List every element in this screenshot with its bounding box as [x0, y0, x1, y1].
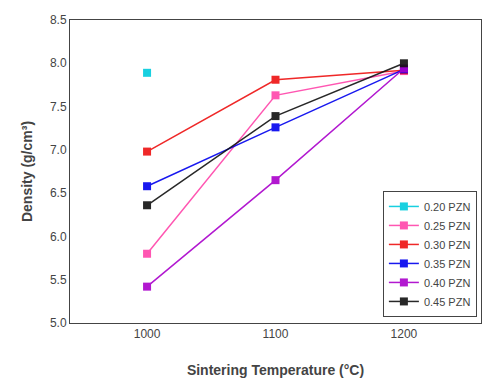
- svg-text:6.0: 6.0: [50, 230, 67, 244]
- svg-text:8.5: 8.5: [50, 13, 67, 27]
- svg-text:Sintering Temperature (°C): Sintering Temperature (°C): [187, 362, 364, 378]
- svg-text:1100: 1100: [263, 327, 289, 341]
- svg-text:0.25 PZN: 0.25 PZN: [424, 220, 471, 232]
- svg-text:5.0: 5.0: [50, 316, 67, 330]
- svg-text:0.45 PZN: 0.45 PZN: [424, 296, 471, 308]
- svg-text:0.40 PZN: 0.40 PZN: [424, 277, 471, 289]
- svg-text:6.5: 6.5: [50, 186, 67, 200]
- svg-text:0.30 PZN: 0.30 PZN: [424, 239, 471, 251]
- svg-text:1200: 1200: [391, 327, 418, 341]
- svg-text:7.0: 7.0: [50, 143, 67, 157]
- svg-text:7.5: 7.5: [50, 100, 67, 114]
- svg-text:1000: 1000: [134, 327, 161, 341]
- svg-text:5.5: 5.5: [50, 273, 67, 287]
- svg-text:Density (g/cm³): Density (g/cm³): [19, 121, 35, 222]
- svg-text:0.35 PZN: 0.35 PZN: [424, 258, 471, 270]
- svg-text:0.20 PZN: 0.20 PZN: [424, 201, 471, 213]
- svg-text:8.0: 8.0: [50, 56, 67, 70]
